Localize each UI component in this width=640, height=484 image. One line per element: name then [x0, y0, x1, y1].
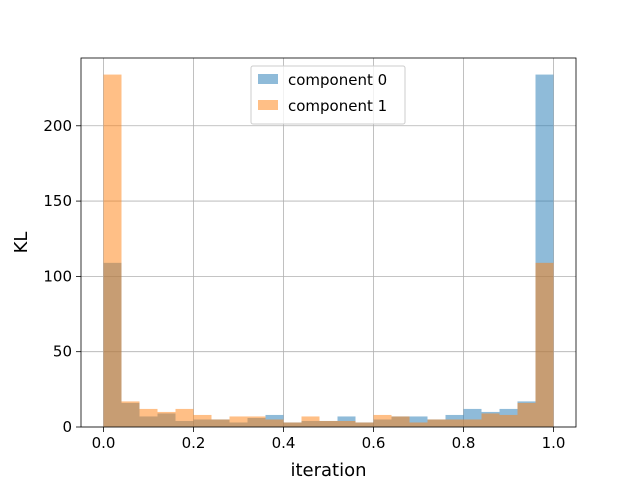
x-tick-label-4: 0.8 — [452, 434, 476, 452]
bar-component-1-bin-21 — [481, 413, 500, 427]
bar-component-1-bin-4 — [175, 408, 194, 427]
bar-component-1-bin-17 — [409, 422, 428, 427]
y-tick-label-4: 200 — [43, 117, 72, 135]
bar-component-1-bin-7 — [229, 416, 248, 427]
bar-component-1-bin-3 — [157, 411, 176, 427]
bar-component-1-bin-13 — [337, 420, 356, 427]
bar-component-1-bin-16 — [391, 416, 410, 427]
bar-component-1-bin-6 — [211, 419, 230, 427]
bar-component-1-bin-8 — [247, 416, 266, 427]
y-axis-label: KL — [11, 232, 32, 254]
bar-component-1-bin-5 — [193, 414, 212, 427]
bar-component-1-bin-22 — [499, 414, 518, 427]
x-tick-label-3: 0.6 — [362, 434, 386, 452]
x-tick-label-1: 0.2 — [182, 434, 206, 452]
bar-component-1-bin-9 — [265, 419, 284, 427]
legend: component 0 component 1 — [250, 65, 406, 125]
legend-label-component-1: component 1 — [288, 97, 387, 115]
y-tick-label-0: 0 — [62, 418, 72, 436]
bar-component-1-bin-20 — [463, 419, 482, 427]
ticks-layer: 0.0 0.2 0.4 0.6 0.8 1.0 0 50 100 150 200 — [43, 117, 565, 452]
x-tick-label-0: 0.0 — [92, 434, 116, 452]
bar-component-1-bin-0 — [103, 74, 122, 427]
x-tick-label-2: 0.4 — [272, 434, 296, 452]
bars-layer — [103, 74, 554, 427]
bar-component-1-bin-14 — [355, 422, 374, 427]
x-tick-label-5: 1.0 — [542, 434, 566, 452]
bar-component-1-bin-1 — [121, 401, 140, 427]
bar-component-1-bin-18 — [427, 419, 446, 427]
bar-component-1-bin-2 — [139, 408, 158, 427]
x-axis-label: iteration — [290, 460, 366, 480]
bar-component-1-bin-24 — [535, 262, 554, 427]
bar-component-1-bin-19 — [445, 419, 464, 427]
bar-component-1-bin-11 — [301, 416, 320, 427]
legend-label-component-0: component 0 — [288, 71, 387, 89]
legend-box — [250, 65, 406, 125]
bar-component-1-bin-12 — [319, 420, 338, 427]
y-tick-label-2: 100 — [43, 267, 72, 285]
legend-swatch-component-0 — [258, 74, 278, 84]
legend-swatch-component-1 — [258, 100, 278, 110]
bar-component-1-bin-10 — [283, 422, 302, 427]
bar-component-0-bin-17 — [409, 416, 428, 427]
y-tick-label-3: 150 — [43, 192, 72, 210]
plot-frame — [80, 57, 577, 428]
bar-component-1-bin-23 — [517, 402, 536, 427]
bar-component-1-bin-15 — [373, 414, 392, 427]
y-tick-label-1: 50 — [53, 343, 72, 361]
